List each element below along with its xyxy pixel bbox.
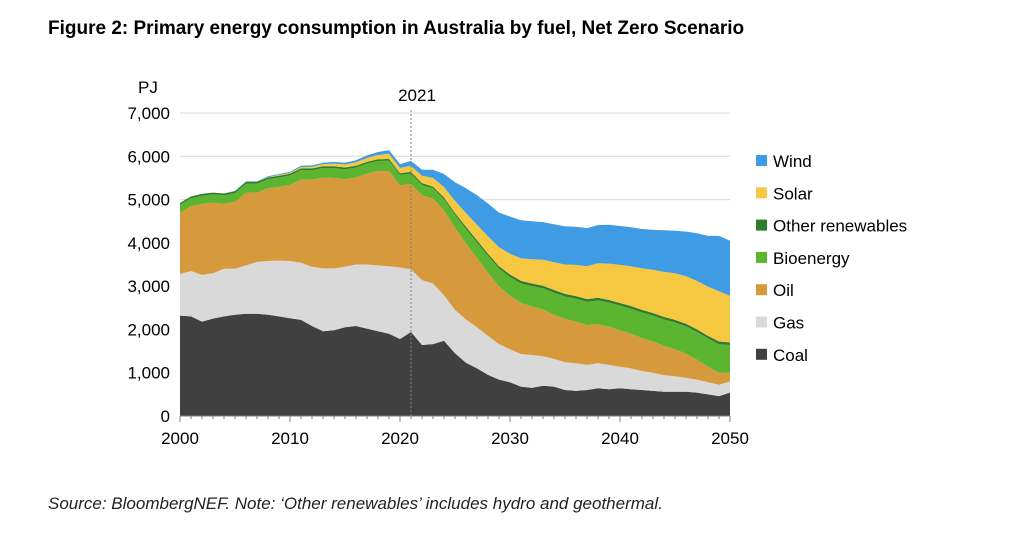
legend-swatch <box>756 348 767 360</box>
legend-item: Wind <box>756 152 812 171</box>
legend-item: Gas <box>756 314 804 333</box>
source-note: Source: BloombergNEF. Note: ‘Other renew… <box>48 494 663 513</box>
legend-item: Coal <box>756 346 808 365</box>
legend-swatch <box>756 219 767 231</box>
legend-item: Oil <box>756 281 794 300</box>
x-tick-label: 2000 <box>161 429 199 448</box>
area-other-renewables <box>180 158 730 345</box>
area-coal <box>180 313 730 416</box>
legend-label: Gas <box>773 314 804 333</box>
area-solar <box>180 153 730 343</box>
legend-label: Wind <box>773 152 812 171</box>
legend-item: Solar <box>756 184 813 203</box>
axes: 0 1,000 2,000 3,000 4,000 5,000 6,000 7,000 PJ 20… <box>127 78 748 448</box>
legend-swatch <box>756 187 767 199</box>
y-tick-label: 6,000 <box>127 147 170 166</box>
y-tick-label: 4,000 <box>127 234 170 253</box>
legend-label: Bioenergy <box>773 249 850 268</box>
legend-label: Other renewables <box>773 217 907 236</box>
area-bioenergy <box>180 160 730 373</box>
area-wind <box>180 150 730 296</box>
area-series <box>180 150 730 416</box>
y-tick-label: 1,000 <box>127 364 170 383</box>
legend-swatch <box>756 316 767 328</box>
legend-swatch <box>756 284 767 296</box>
legend: Wind Solar Other renewables Bioenergy Oil Gas… <box>756 152 907 365</box>
x-tick-label: 2030 <box>491 429 529 448</box>
legend-item: Other renewables <box>756 217 907 236</box>
figure-title: Figure 2: Primary energy consumption in … <box>48 18 745 39</box>
area-oil <box>180 171 730 385</box>
x-tick-label: 2010 <box>271 429 309 448</box>
y-axis-label: PJ <box>138 78 158 97</box>
legend-swatch <box>756 155 767 166</box>
y-tick-label: 5,000 <box>127 191 170 210</box>
annotation-label: 2021 <box>398 86 436 105</box>
x-tick-label: 2050 <box>711 429 749 448</box>
y-tick-label: 2,000 <box>127 320 170 339</box>
y-tick-label: 0 <box>161 407 170 426</box>
area-gas <box>180 260 730 397</box>
legend-label: Oil <box>773 281 794 300</box>
legend-item: Bioenergy <box>756 249 850 268</box>
y-tick-label: 3,000 <box>127 277 170 296</box>
x-tick-label: 2020 <box>381 429 419 448</box>
y-tick-label: 7,000 <box>127 104 170 123</box>
legend-label: Solar <box>773 184 813 203</box>
legend-label: Coal <box>773 346 808 365</box>
legend-swatch <box>756 251 767 263</box>
x-tick-label: 2040 <box>601 429 639 448</box>
